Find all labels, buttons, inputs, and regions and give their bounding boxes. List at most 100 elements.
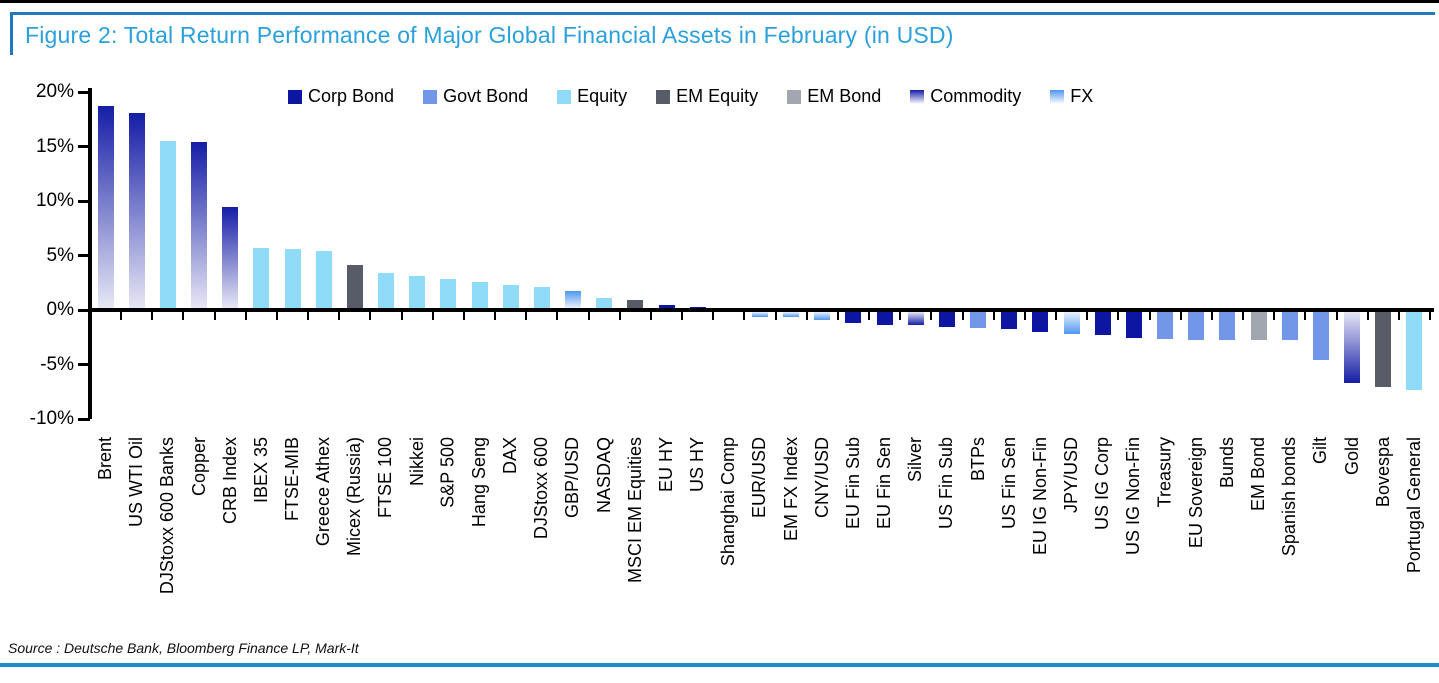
bar-spanish-bonds — [1281, 312, 1298, 341]
x-label-nasdaq: NASDAQ — [593, 437, 614, 514]
category-tick — [774, 312, 777, 320]
x-label-jpy-usd: JPY/USD — [1061, 437, 1082, 514]
chart-legend: Corp Bond Govt Bond Equity EM Equity EM Bond… — [288, 86, 1093, 107]
bar-silver — [907, 312, 924, 326]
category-tick — [182, 312, 185, 320]
category-tick — [89, 312, 91, 320]
bar-eu-fin-sen — [876, 312, 893, 326]
y-axis-line — [88, 88, 92, 419]
x-label-us-ig-non-fin: US IG Non-Fin — [1123, 437, 1144, 556]
x-label-eu-ig-non-fin: EU IG Non-Fin — [1029, 437, 1050, 556]
category-tick — [681, 312, 684, 320]
category-tick — [1273, 312, 1276, 320]
bar-us-fin-sen — [1001, 312, 1018, 330]
x-label-eu-fin-sub: EU Fin Sub — [842, 437, 863, 530]
legend-label: EM Equity — [676, 86, 759, 106]
category-tick — [836, 312, 839, 320]
category-tick — [1086, 312, 1089, 320]
legend-label: Corp Bond — [308, 86, 395, 106]
category-tick — [930, 312, 933, 320]
bar-us-ig-non-fin — [1125, 312, 1142, 339]
bar-brent — [97, 106, 114, 308]
legend-swatch-icon — [557, 89, 572, 104]
x-label-btps: BTPs — [967, 437, 988, 482]
x-label-eu-fin-sen: EU Fin Sen — [874, 437, 895, 530]
bar-gilt — [1312, 312, 1329, 360]
bar-eu-hy — [658, 304, 675, 308]
x-label-eu-hy: EU HY — [656, 437, 676, 493]
legend-item-em-equity: EM Equity — [656, 86, 758, 107]
y-axis-tick-label: -10% — [29, 408, 74, 429]
category-tick — [400, 312, 403, 320]
category-tick — [120, 312, 123, 320]
x-label-eu-sovereign: EU Sovereign — [1185, 437, 1206, 549]
legend-swatch-icon — [423, 89, 438, 104]
category-tick — [369, 312, 372, 320]
bar-gbp-usd — [565, 290, 582, 308]
top-rule — [0, 0, 1439, 3]
legend-swatch-icon — [288, 89, 302, 104]
bar-ftse-mib — [284, 249, 301, 308]
y-axis-tick — [78, 363, 90, 366]
x-label-em-bond: EM Bond — [1248, 437, 1269, 512]
category-tick — [1429, 312, 1431, 320]
x-label-brent: Brent — [95, 437, 116, 481]
figure-title-box: Figure 2: Total Return Performance of Ma… — [10, 12, 1435, 55]
x-label-gilt: Gilt — [1310, 437, 1331, 464]
x-label-bunds: Bunds — [1216, 437, 1237, 489]
bar-djstoxx-600-banks — [159, 141, 176, 308]
x-label-crb-index: CRB Index — [219, 437, 240, 525]
legend-item-fx: FX — [1050, 86, 1093, 107]
bar-eu-ig-non-fin — [1032, 312, 1049, 332]
legend-item-corp-bond: Corp Bond — [288, 86, 394, 107]
bar-dax — [502, 285, 519, 308]
x-label-gbp-usd: GBP/USD — [562, 437, 583, 519]
y-axis-tick-label: 20% — [35, 81, 74, 102]
zero-baseline — [88, 308, 1434, 312]
x-label-ftse-mib: FTSE-MIB — [282, 437, 303, 521]
category-tick — [743, 312, 746, 320]
category-tick — [1179, 312, 1182, 320]
legend-swatch-icon — [910, 89, 925, 104]
category-tick — [151, 312, 154, 320]
bar-nikkei — [409, 276, 426, 308]
category-tick — [307, 312, 310, 320]
category-tick — [868, 312, 871, 320]
category-tick — [556, 312, 559, 320]
category-tick — [992, 312, 995, 320]
bar-djstoxx-600 — [533, 287, 550, 308]
category-tick — [494, 312, 497, 320]
x-label-copper: Copper — [188, 437, 209, 497]
category-tick — [338, 312, 341, 320]
category-tick — [1055, 312, 1058, 320]
x-label-silver: Silver — [905, 437, 926, 483]
x-label-portugal-general: Portugal General — [1403, 437, 1424, 574]
category-tick — [1366, 312, 1369, 320]
legend-label: Commodity — [930, 86, 1022, 106]
bar-bovespa — [1375, 312, 1392, 388]
bar-ibex-35 — [253, 248, 270, 308]
x-label-treasury: Treasury — [1154, 437, 1175, 508]
bar-copper — [191, 142, 208, 308]
x-label-us-fin-sub: US Fin Sub — [936, 437, 957, 530]
y-axis-tick-label: 15% — [35, 135, 74, 157]
category-tick — [1148, 312, 1151, 320]
category-tick — [1304, 312, 1307, 320]
x-label-ftse-100: FTSE 100 — [375, 437, 396, 519]
legend-swatch-icon — [787, 89, 802, 104]
x-label-us-wti-oil: US WTI Oil — [126, 437, 147, 527]
category-tick — [618, 312, 621, 320]
category-tick — [805, 312, 808, 320]
bar-greece-athex — [315, 251, 332, 308]
x-label-us-fin-sen: US Fin Sen — [998, 437, 1019, 530]
category-tick — [525, 312, 528, 320]
y-axis-tick — [78, 308, 90, 312]
bar-us-ig-corp — [1094, 312, 1111, 335]
category-tick — [1023, 312, 1026, 320]
x-label-micex-russia: Micex (Russia) — [344, 437, 365, 557]
category-tick — [961, 312, 964, 320]
category-tick — [1397, 312, 1400, 320]
category-tick — [213, 312, 216, 320]
x-label-us-ig-corp: US IG Corp — [1092, 437, 1113, 531]
legend-swatch-icon — [1050, 89, 1065, 104]
